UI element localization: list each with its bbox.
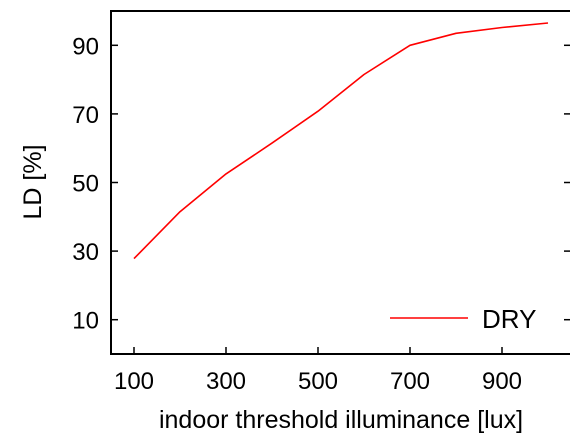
y-tick-label: 10 xyxy=(72,308,99,335)
x-axis-ticks: 100 300 500 700 900 xyxy=(114,347,522,395)
legend-label-dry: DRY xyxy=(482,304,536,334)
y-tick-label: 90 xyxy=(72,33,99,60)
legend: DRY xyxy=(390,304,536,334)
series-line-dry xyxy=(133,22,549,260)
x-tick-label: 100 xyxy=(114,368,154,395)
x-tick-label: 300 xyxy=(206,368,246,395)
x-tick-label: 900 xyxy=(482,368,522,395)
y-tick-label: 30 xyxy=(72,239,99,266)
y-axis-title: LD [%] xyxy=(19,144,47,219)
x-axis-title: indoor threshold illuminance [lux] xyxy=(159,406,523,434)
x-tick-label: 700 xyxy=(390,368,430,395)
plot-frame xyxy=(110,10,570,355)
series-layer xyxy=(133,22,549,260)
y-tick-label: 50 xyxy=(72,171,99,198)
y-axis-ticks: 10 30 50 70 90 xyxy=(72,33,570,335)
x-tick-label: 500 xyxy=(298,368,338,395)
y-tick-label: 70 xyxy=(72,102,99,129)
